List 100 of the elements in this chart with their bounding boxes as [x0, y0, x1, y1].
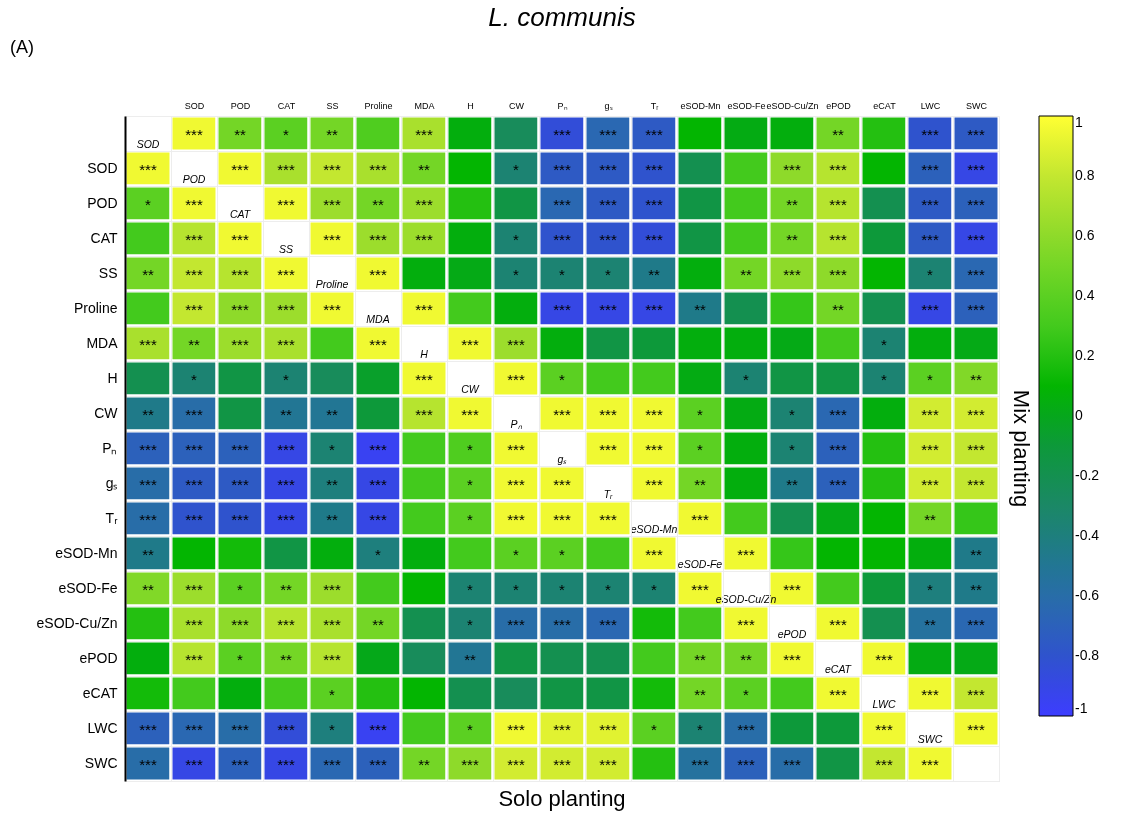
data-label: * — [283, 370, 290, 388]
data-label: *** — [599, 195, 617, 213]
data-label: ** — [648, 265, 660, 283]
data-label: *** — [967, 265, 985, 283]
x-tick-label: CAT — [277, 100, 296, 111]
data-label: *** — [231, 160, 249, 178]
text: CW — [461, 383, 479, 395]
data-label: *** — [645, 440, 663, 458]
data-label: * — [237, 580, 244, 598]
data-label: *** — [553, 475, 571, 493]
x-tick-label: MDA — [414, 100, 435, 111]
data-label: *** — [645, 475, 663, 493]
y-tick-label: SS — [98, 265, 118, 281]
data-label: *** — [231, 300, 249, 318]
data-label: *** — [921, 300, 939, 318]
data-label: *** — [783, 755, 801, 773]
data-label: * — [513, 265, 520, 283]
data-label: *** — [599, 405, 617, 423]
data-label: *** — [507, 720, 525, 738]
data-label: *** — [645, 125, 663, 143]
x-tick-label: CW — [509, 100, 525, 111]
text: SS — [278, 243, 294, 255]
data-label: *** — [783, 160, 801, 178]
color-bar-label: 0.2 — [1075, 347, 1095, 363]
data-label: *** — [185, 125, 203, 143]
color-bar-label: -1 — [1075, 700, 1088, 716]
data-label: *** — [829, 265, 847, 283]
data-label: * — [513, 230, 520, 248]
data-label: ** — [326, 510, 338, 528]
y-tick-label: eSOD-Fe — [58, 580, 118, 596]
data-label: ** — [142, 265, 154, 283]
data-label: ** — [418, 755, 430, 773]
text: Proline — [315, 278, 349, 290]
color-bar-label: 0.8 — [1075, 167, 1095, 183]
data-label: *** — [185, 580, 203, 598]
data-label: *** — [415, 230, 433, 248]
data-label: *** — [921, 405, 939, 423]
data-label: * — [329, 685, 336, 703]
data-label: * — [927, 580, 934, 598]
data-label: *** — [645, 160, 663, 178]
data-label: *** — [277, 160, 295, 178]
data-label: *** — [415, 195, 433, 213]
data-label: *** — [231, 720, 249, 738]
data-label: *** — [185, 265, 203, 283]
data-label: *** — [553, 230, 571, 248]
data-label: *** — [139, 440, 157, 458]
data-label: ** — [970, 580, 982, 598]
x-tick-label: Proline — [364, 100, 393, 111]
data-label: *** — [185, 440, 203, 458]
data-label: *** — [231, 755, 249, 773]
data-label: *** — [921, 755, 939, 773]
text: MDA — [366, 313, 390, 325]
text: H — [420, 348, 428, 360]
data-label: *** — [829, 475, 847, 493]
color-bar-label: 0 — [1075, 407, 1083, 423]
x-tick-label: ePOD — [826, 100, 852, 111]
data-label: * — [191, 370, 198, 388]
data-label: * — [697, 440, 704, 458]
data-label: *** — [599, 300, 617, 318]
x-tick-label: eSOD-Mn — [680, 100, 721, 111]
data-label: *** — [185, 650, 203, 668]
y-tick-label: MDA — [86, 335, 119, 351]
data-label: *** — [185, 755, 203, 773]
color-bar-label: 0.4 — [1075, 287, 1095, 303]
data-label: ** — [418, 160, 430, 178]
data-label: * — [651, 580, 658, 598]
data-label: *** — [737, 755, 755, 773]
data-label: * — [881, 370, 888, 388]
data-label: * — [375, 545, 382, 563]
data-label: ** — [326, 405, 338, 423]
y-tick-label: H — [107, 370, 118, 386]
data-label: * — [743, 685, 750, 703]
data-label: * — [467, 580, 474, 598]
data-label: * — [697, 405, 704, 423]
text: SOD — [136, 138, 160, 150]
y-tick-label: SWC — [84, 755, 118, 771]
data-label: *** — [553, 755, 571, 773]
data-label: *** — [599, 720, 617, 738]
data-label: *** — [507, 335, 525, 353]
data-label: *** — [185, 615, 203, 633]
data-label: *** — [185, 405, 203, 423]
data-label: *** — [415, 370, 433, 388]
data-label: *** — [553, 195, 571, 213]
data-label: *** — [139, 335, 157, 353]
data-label: *** — [277, 335, 295, 353]
data-label: * — [283, 125, 290, 143]
data-label: ** — [142, 545, 154, 563]
data-label: *** — [185, 510, 203, 528]
y-tick-label: eCAT — [82, 685, 118, 701]
data-label: *** — [829, 160, 847, 178]
data-label: * — [559, 545, 566, 563]
data-label: *** — [461, 405, 479, 423]
y-tick-label: ePOD — [79, 650, 118, 666]
data-label: *** — [323, 160, 341, 178]
data-label: * — [697, 720, 704, 738]
data-label: *** — [599, 440, 617, 458]
data-label: *** — [921, 440, 939, 458]
y-tick-label: eSOD-Mn — [55, 545, 118, 561]
data-label: *** — [783, 580, 801, 598]
data-label: *** — [507, 475, 525, 493]
